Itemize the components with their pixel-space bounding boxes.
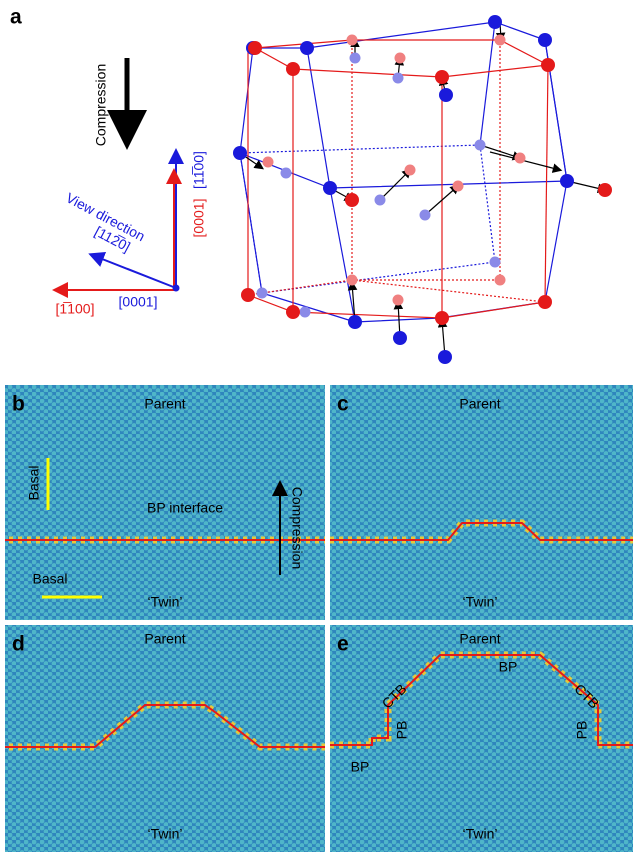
annotation: BP interface [147, 500, 223, 516]
axis-arrow [92, 255, 176, 288]
region-label: ‘Twin’ [462, 826, 497, 842]
region-label: Parent [459, 631, 500, 647]
panel-label: b [12, 393, 25, 416]
atoms [233, 15, 612, 364]
panel-label: d [12, 633, 25, 656]
region-label: Parent [459, 396, 500, 412]
region-label: ‘Twin’ [147, 826, 182, 842]
atom-image [330, 385, 633, 620]
panel-a: a Compression View direction [112̅0] [1̅… [10, 6, 612, 364]
panel-e: e Parent ‘Twin’ CTB BP CTB PB PB BP [330, 625, 638, 852]
annotation: PB [394, 721, 410, 740]
axis-label: [0001] [119, 294, 158, 310]
panel-label: c [337, 393, 349, 416]
panel-label: a [10, 6, 22, 29]
panel-label: e [337, 633, 349, 656]
axis-label: [0001] [191, 199, 207, 238]
origin [173, 285, 180, 292]
annotation: BP [499, 659, 518, 675]
panel-c: c Parent ‘Twin’ [330, 385, 638, 620]
annotation: Compression [289, 487, 305, 569]
figure: a Compression View direction [112̅0] [1̅… [0, 0, 638, 854]
region-label: ‘Twin’ [462, 594, 497, 610]
region-label: Parent [144, 631, 185, 647]
panel-d: d Parent ‘Twin’ [0, 625, 330, 852]
axis-label: [11̅00] [191, 151, 207, 189]
compression-label: Compression [93, 64, 109, 146]
annotation: PB [574, 721, 590, 740]
region-label: Parent [144, 396, 185, 412]
annotation: BP [351, 759, 370, 775]
region-label: ‘Twin’ [147, 594, 182, 610]
annotation: Basal [26, 465, 42, 500]
annotation: Basal [32, 571, 67, 587]
panel-b: b Parent ‘Twin’ Basal BP interface Compr… [0, 385, 330, 620]
atom-image [5, 625, 325, 852]
axis-label: [1̅100] [56, 301, 95, 317]
